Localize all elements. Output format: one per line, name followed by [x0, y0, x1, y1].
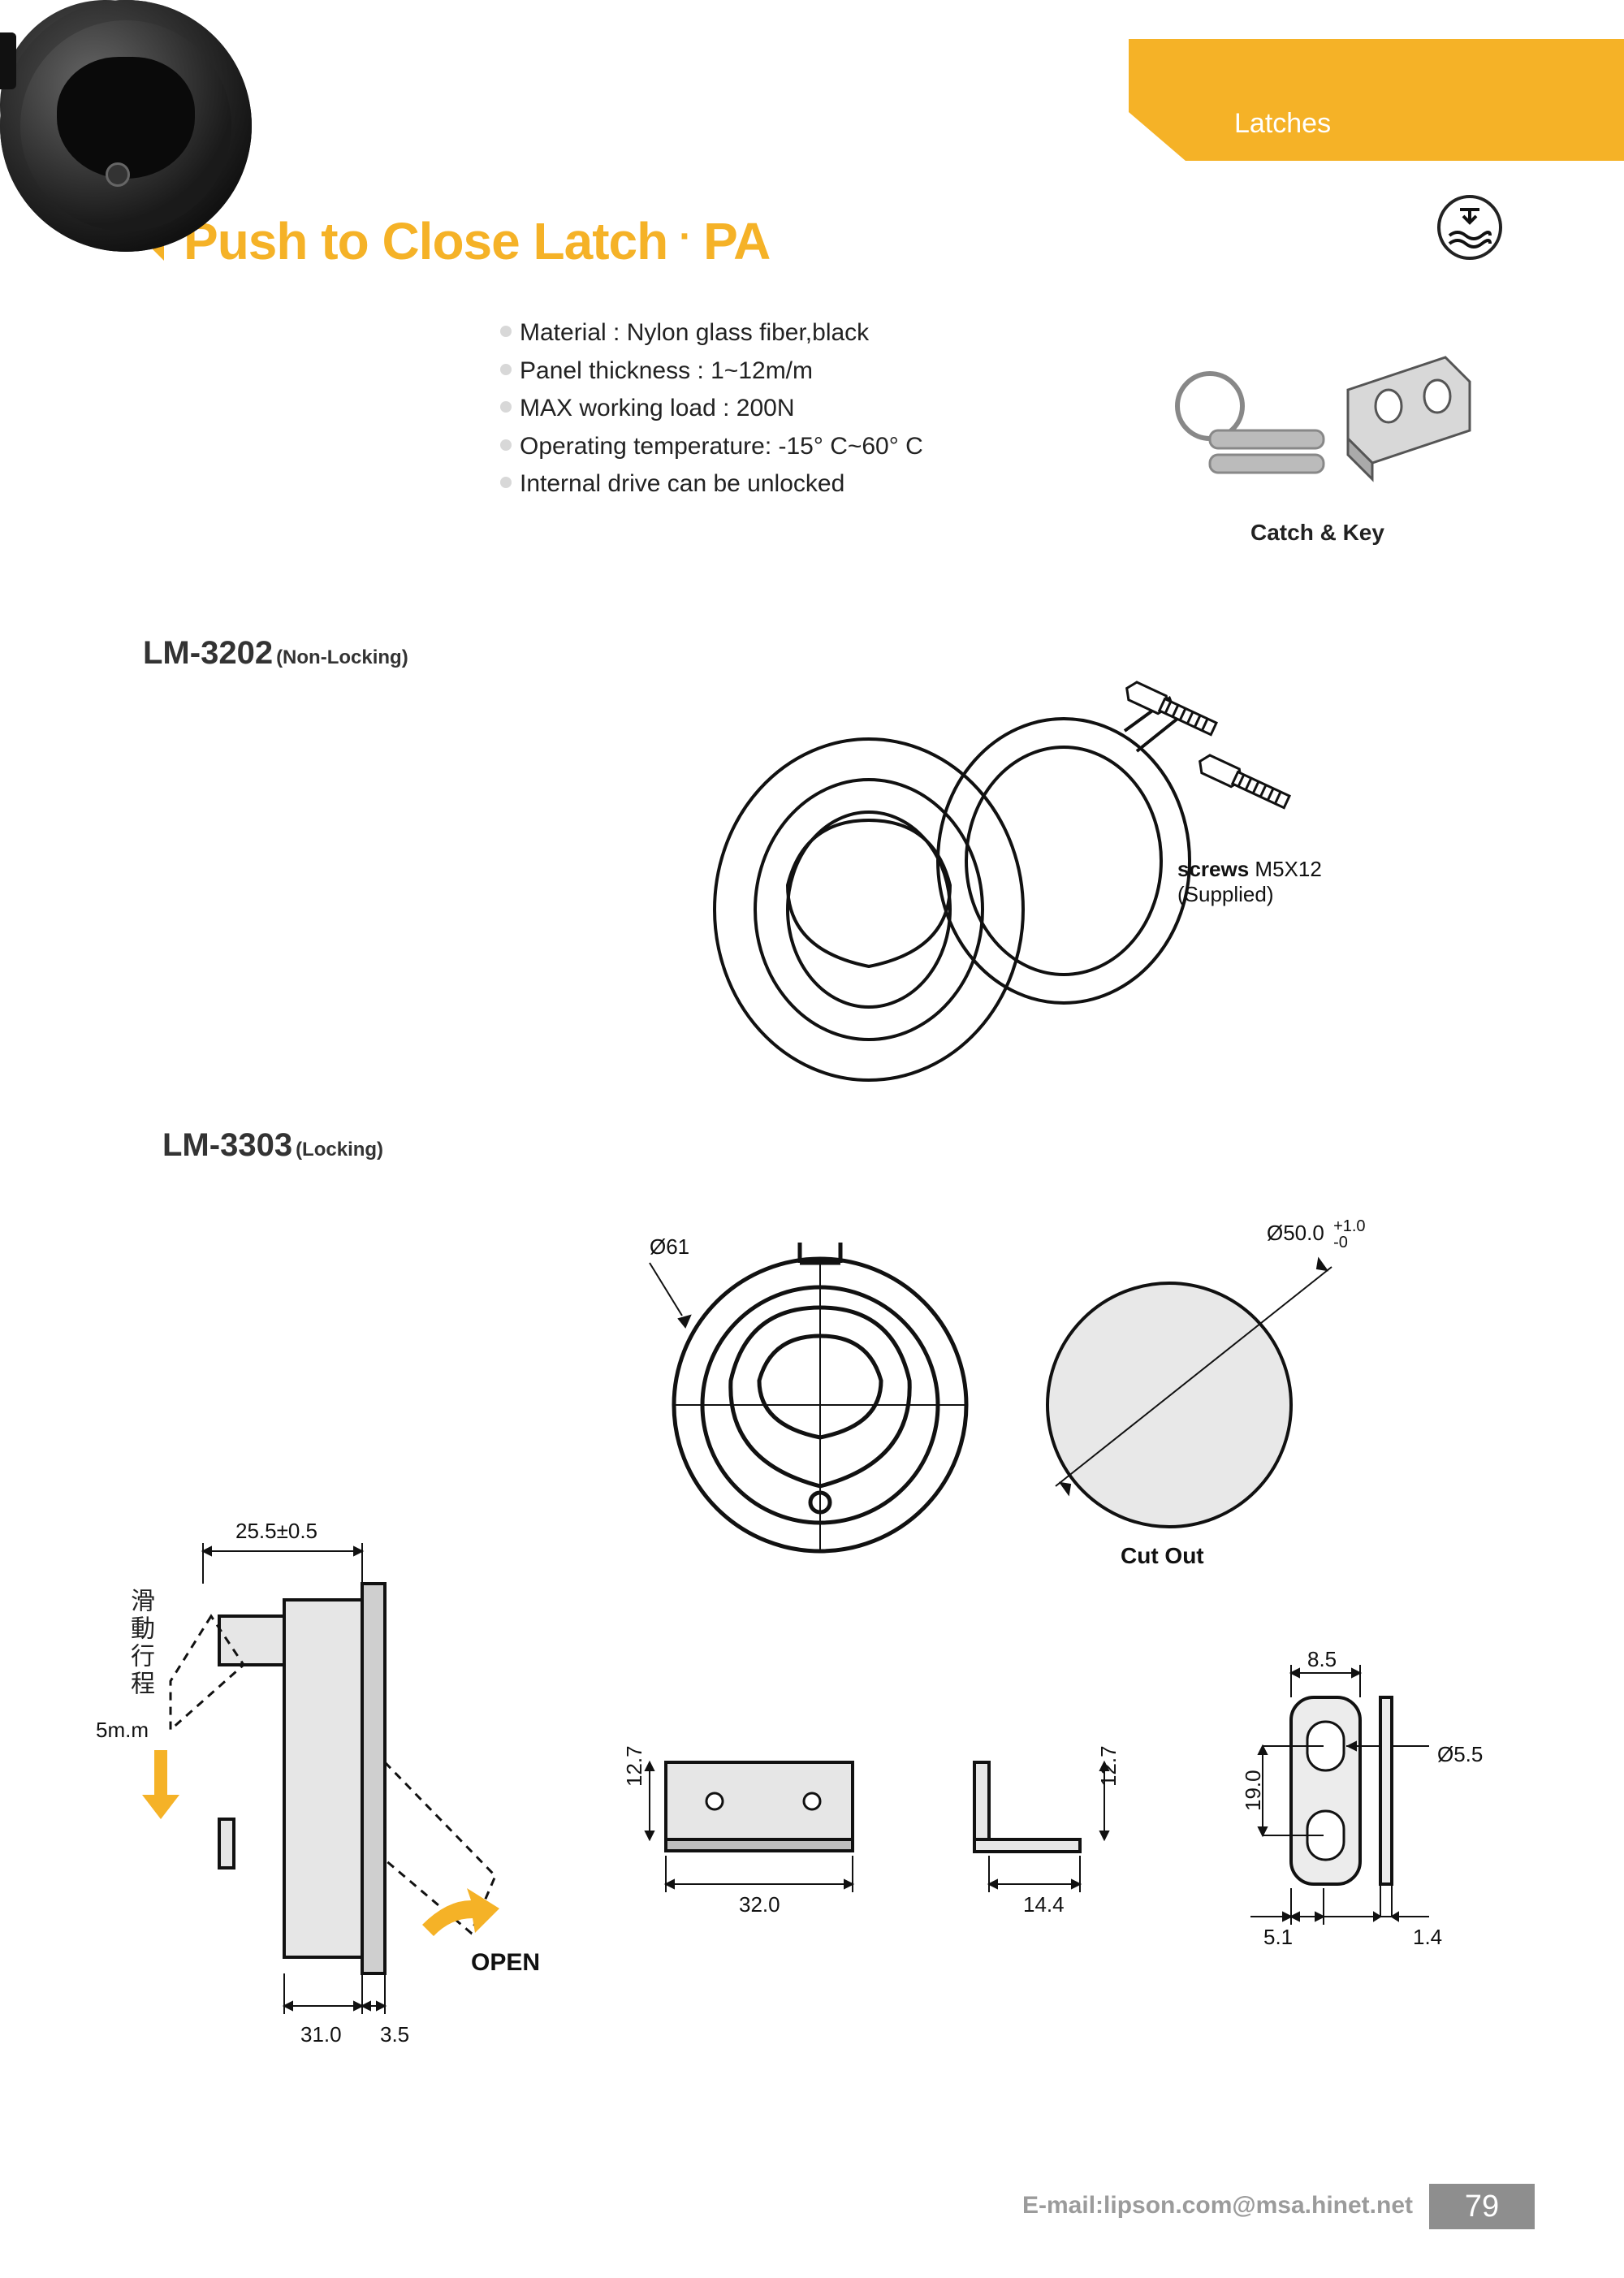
- spec-bullet: Panel thickness : 1~12m/m: [500, 355, 923, 388]
- dim-keep-off: 5.1: [1263, 1925, 1293, 1950]
- open-label: OPEN: [471, 1949, 540, 1977]
- page-number: 79: [1429, 2184, 1535, 2229]
- dim-catch-w: 32.0: [739, 1892, 780, 1917]
- dim-side-top: 25.5±0.5: [235, 1519, 317, 1544]
- product-photo-locking: [0, 463, 252, 715]
- model-number: LM-3303: [162, 1127, 292, 1164]
- model-number: LM-3202: [143, 635, 273, 672]
- dim-keep-h: 19.0: [1241, 1770, 1266, 1811]
- page-title-sep: ·: [679, 214, 692, 259]
- cut-out-label: Cut Out: [1121, 1543, 1204, 1569]
- catch-key-label: Catch & Key: [1250, 520, 1384, 546]
- keep-plate-diagram: [1186, 1640, 1510, 1949]
- dim-cut-dia: Ø50.0 +1.0 -0: [1267, 1218, 1366, 1251]
- travel-mm: 5m.m: [96, 1718, 149, 1743]
- catch-key-illustration: [1161, 341, 1502, 520]
- dim-outer-dia: Ø61: [650, 1234, 689, 1260]
- header-category-tab: Latches: [1129, 39, 1624, 161]
- page-title-suffix: PA: [703, 211, 770, 271]
- dim-keep-t: 1.4: [1413, 1925, 1442, 1950]
- top-view-diagram: [633, 1218, 1462, 1576]
- spec-bullet-list: Material : Nylon glass fiber,black Panel…: [500, 317, 923, 506]
- page-title-row: Push to Close Latch · PA: [125, 211, 770, 271]
- header-category-text: Latches: [1234, 108, 1331, 140]
- dim-angle-h: 12.7: [1096, 1745, 1121, 1787]
- travel-label-cjk: 滑動行程: [122, 1588, 158, 1698]
- dim-keep-hole: Ø5.5: [1437, 1742, 1483, 1767]
- model-variant: (Non-Locking): [276, 646, 408, 669]
- model-heading: LM-3202 (Non-Locking): [143, 635, 408, 672]
- spec-bullet: MAX working load : 200N: [500, 392, 923, 426]
- dim-side-flange: 3.5: [380, 2022, 409, 2047]
- ip-rating-icon: [1437, 195, 1502, 260]
- spec-bullet: Operating temperature: -15° C~60° C: [500, 430, 923, 464]
- screws-label: screws M5X12 (Supplied): [1177, 857, 1322, 907]
- model-variant: (Locking): [296, 1139, 383, 1161]
- footer-email: E-mail:lipson.com@msa.hinet.net: [1022, 2192, 1413, 2220]
- spec-bullet: Material : Nylon glass fiber,black: [500, 317, 923, 350]
- page-title-main: Push to Close Latch: [184, 211, 667, 271]
- dim-catch-h: 12.7: [622, 1745, 647, 1787]
- spec-bullet: Internal drive can be unlocked: [500, 468, 923, 501]
- product-photo-back: [0, 252, 211, 463]
- model-heading: LM-3303 (Locking): [162, 1127, 383, 1164]
- dim-keep-w: 8.5: [1307, 1647, 1337, 1672]
- dim-angle-w: 14.4: [1023, 1892, 1065, 1917]
- dim-side-depth: 31.0: [300, 2022, 342, 2047]
